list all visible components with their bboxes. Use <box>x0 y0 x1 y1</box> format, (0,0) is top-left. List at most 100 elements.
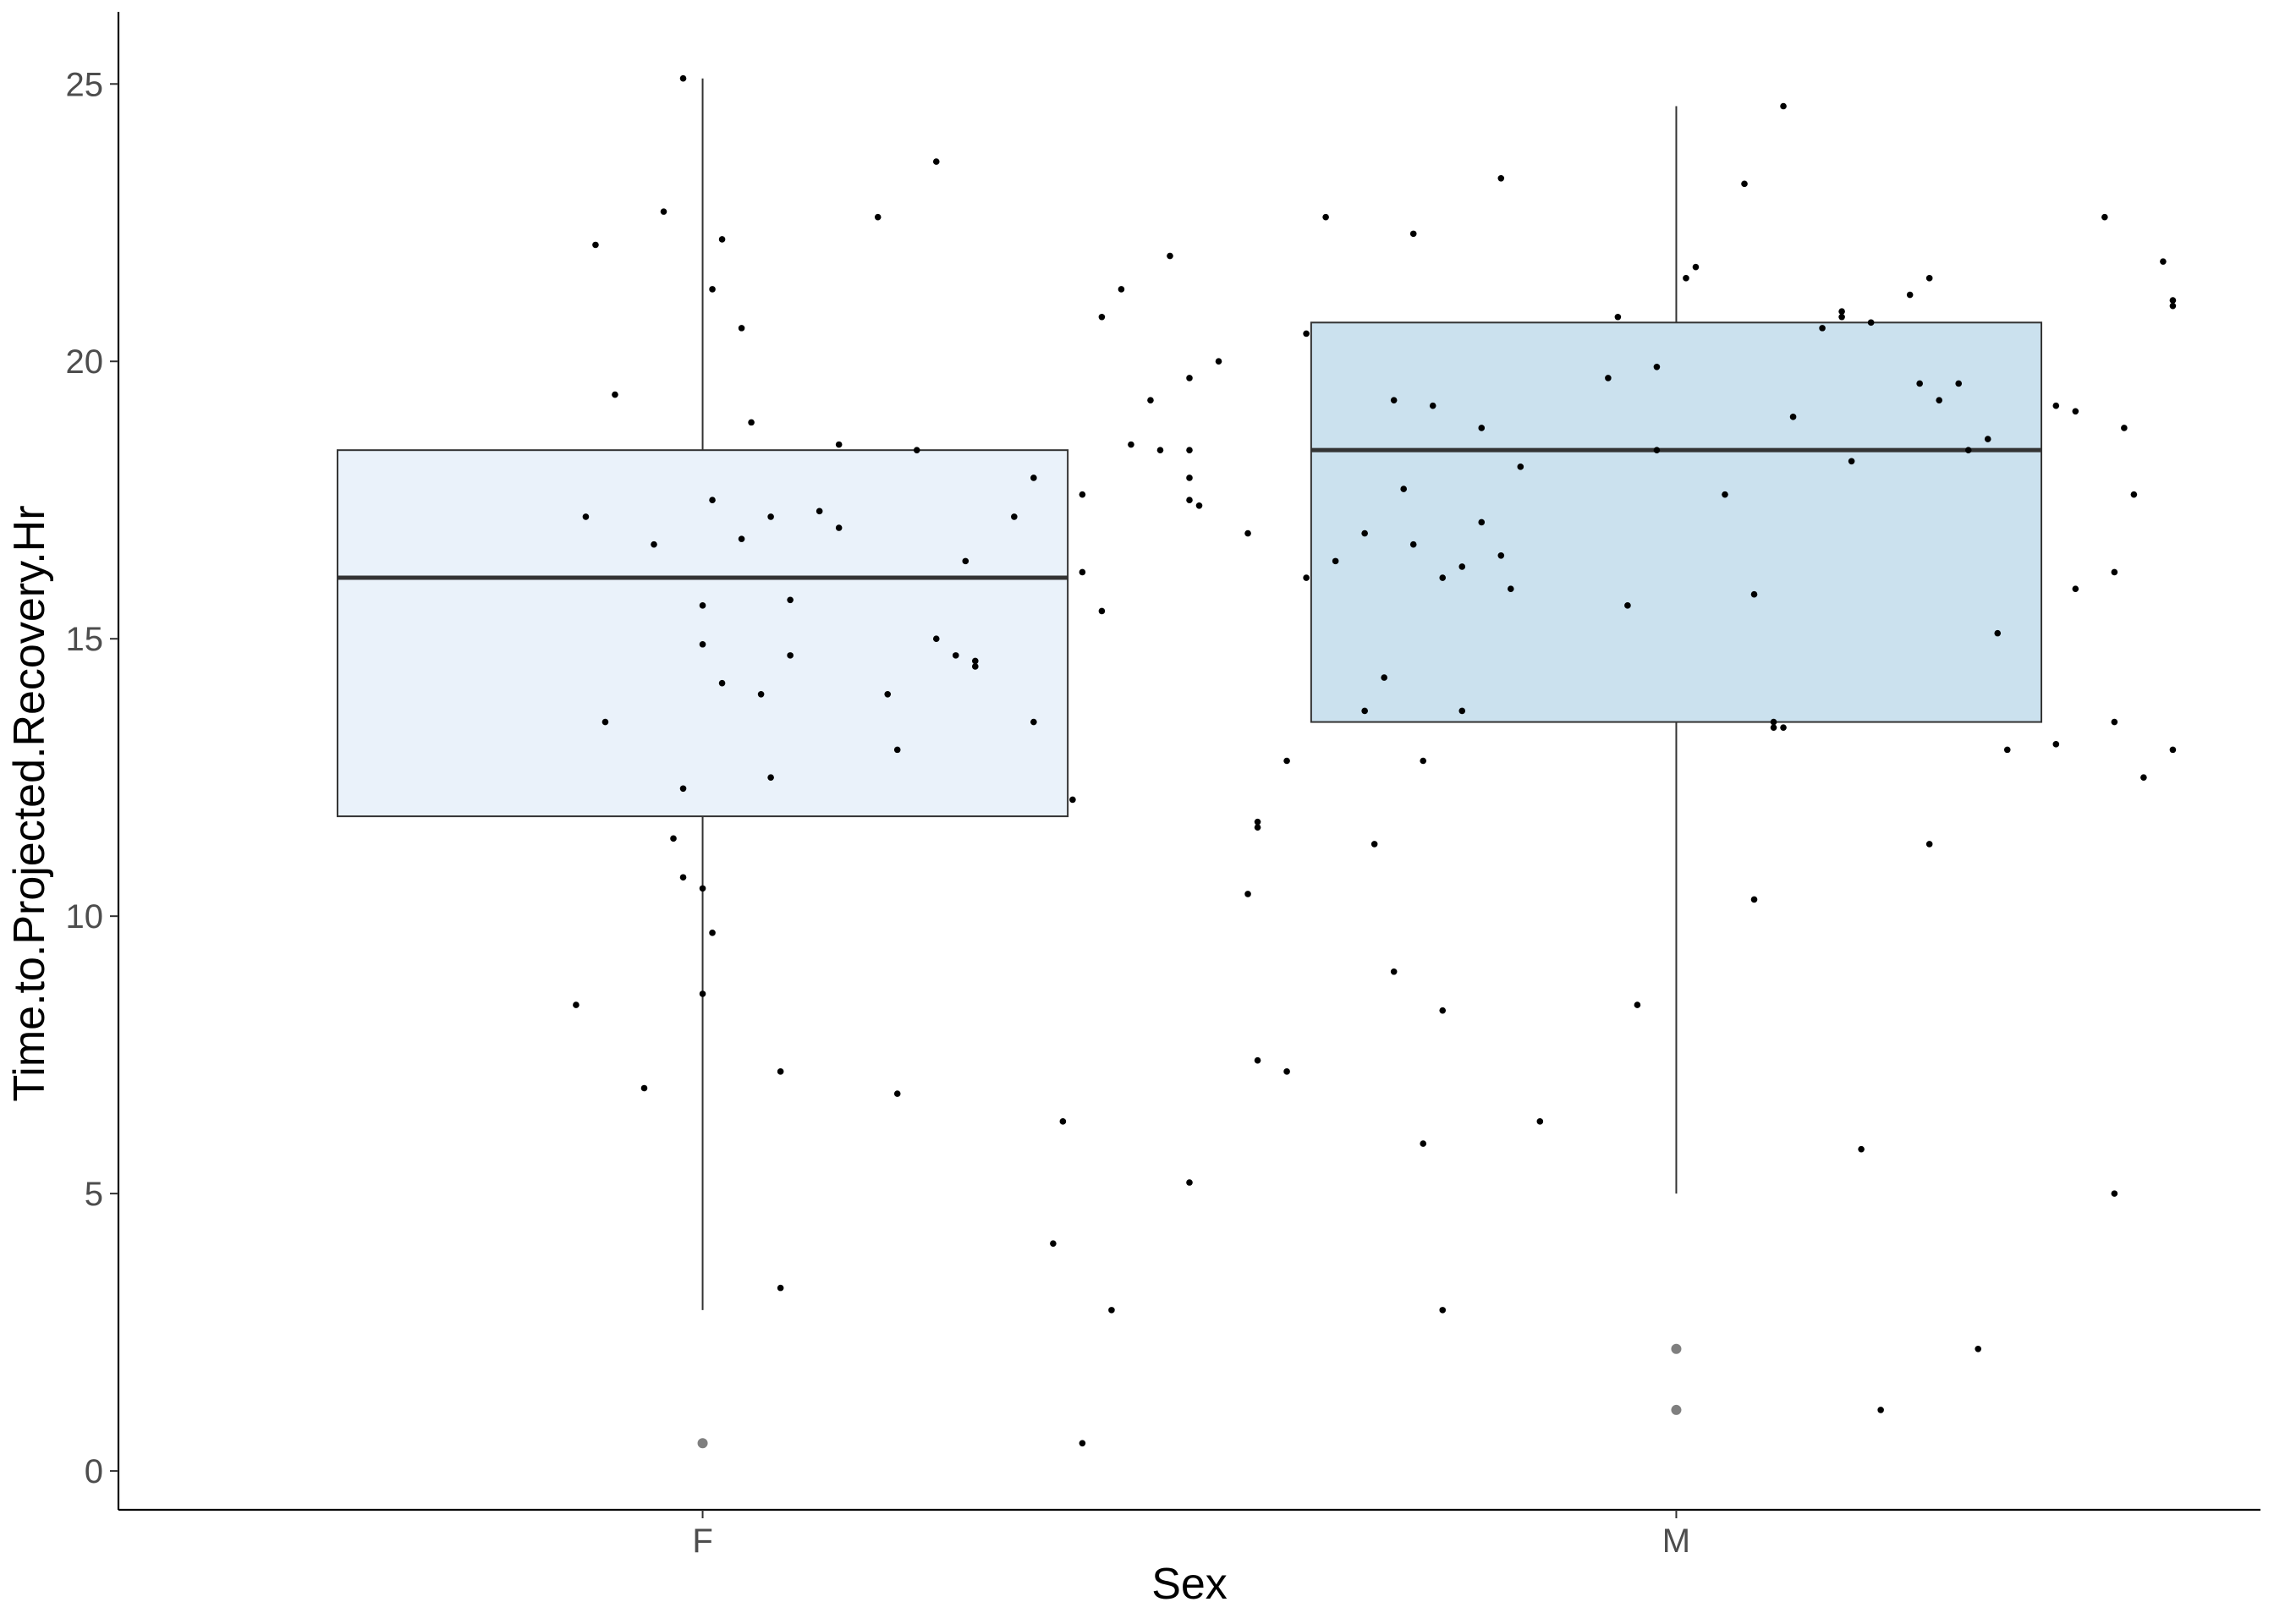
jitter-point-F-65 <box>1186 475 1193 481</box>
jitter-point-M-153 <box>2169 746 2177 754</box>
x-tick-label-F: F <box>692 1522 712 1560</box>
jitter-point-F-40 <box>932 635 940 642</box>
y-tick-label-25: 25 <box>66 66 104 103</box>
x-axis-title: Sex <box>1151 1560 1228 1609</box>
jitter-point-F-32 <box>835 441 843 448</box>
jitter-point-M-142 <box>2072 585 2079 592</box>
jitter-point-F-96 <box>1439 1307 1447 1314</box>
jitter-point-F-70 <box>1254 818 1261 826</box>
box-group-F <box>336 78 1069 1449</box>
jitter-point-F-55 <box>1108 1307 1115 1314</box>
jitter-point-F-58 <box>1147 397 1154 403</box>
jitter-point-F-35 <box>884 690 892 698</box>
jitter-point-M-146 <box>2111 1190 2118 1197</box>
jitter-point-F-45 <box>1011 513 1018 520</box>
jitter-point-F-30 <box>787 652 794 659</box>
y-axis-title: Time.to.Projected.Recovery.Hr <box>5 505 54 1101</box>
jitter-point-M-150 <box>2160 258 2167 265</box>
jitter-point-F-74 <box>1283 757 1290 765</box>
jitter-point-M-133 <box>1955 380 1963 387</box>
jitter-point-F-14 <box>699 885 706 892</box>
jitter-point-F-42 <box>952 652 959 659</box>
jitter-point-F-2 <box>582 513 590 520</box>
y-tick-label-10: 10 <box>66 898 104 935</box>
jitter-point-M-149 <box>2140 774 2147 781</box>
jitter-point-F-90 <box>1429 402 1436 409</box>
y-tick-label-0: 0 <box>85 1453 103 1490</box>
jitter-point-F-81 <box>1370 841 1378 848</box>
jitter-point-M-117 <box>1770 718 1777 726</box>
jitter-point-M-151 <box>2169 297 2177 304</box>
jitter-point-M-109 <box>1653 447 1661 453</box>
jitter-point-M-122 <box>1838 313 1845 321</box>
jitter-point-M-102 <box>1517 464 1524 470</box>
jitter-point-M-123 <box>1838 308 1845 315</box>
jitter-point-M-108 <box>1653 363 1661 370</box>
jitter-point-M-125 <box>1858 1145 1865 1153</box>
jitter-point-F-38 <box>913 447 920 453</box>
jitter-point-M-144 <box>2111 568 2118 576</box>
jitter-point-F-53 <box>1098 607 1106 615</box>
box-F <box>336 449 1069 818</box>
jitter-point-F-80 <box>1361 707 1368 715</box>
jitter-point-M-118 <box>1780 724 1787 731</box>
jitter-point-F-24 <box>757 690 765 698</box>
jitter-point-F-12 <box>699 602 706 609</box>
jitter-point-F-10 <box>679 874 687 881</box>
jitter-point-M-105 <box>1614 313 1622 321</box>
outlier-point-M-0 <box>1671 1343 1682 1354</box>
jitter-point-M-126 <box>1867 319 1875 326</box>
jitter-point-F-4 <box>612 391 618 398</box>
jitter-point-F-29 <box>787 596 794 604</box>
jitter-point-F-60 <box>1167 252 1173 260</box>
jitter-point-F-86 <box>1409 540 1417 548</box>
outlier-point-M-1 <box>1671 1404 1682 1415</box>
jitter-point-M-120 <box>1789 414 1797 420</box>
axes-layer: 0 5 10 15 20 25 F M <box>66 12 2260 1560</box>
jitter-point-F-1 <box>601 718 609 726</box>
jitter-point-M-106 <box>1624 602 1631 609</box>
jitter-point-F-18 <box>718 679 726 687</box>
jitter-point-F-47 <box>1030 718 1037 726</box>
jitter-point-F-79 <box>1361 529 1368 537</box>
jitter-point-F-28 <box>777 1284 784 1292</box>
jitter-point-F-76 <box>1303 574 1310 581</box>
jitter-point-M-121 <box>1819 325 1826 332</box>
jitter-point-F-39 <box>932 158 940 165</box>
outlier-point-F-0 <box>697 1438 708 1449</box>
points-layer <box>573 74 2177 1447</box>
box-group-M <box>1310 106 2043 1415</box>
jitter-point-F-7 <box>679 74 687 82</box>
jitter-point-F-33 <box>835 524 843 531</box>
jitter-point-F-31 <box>816 508 823 515</box>
jitter-point-F-69 <box>1244 891 1251 897</box>
jitter-point-F-68 <box>1244 529 1251 537</box>
jitter-point-M-129 <box>1916 380 1923 387</box>
jitter-point-F-0 <box>592 241 599 249</box>
jitter-point-M-131 <box>1925 841 1933 848</box>
jitter-point-M-116 <box>1770 724 1777 731</box>
jitter-point-F-75 <box>1303 330 1310 337</box>
jitter-point-F-63 <box>1186 447 1193 453</box>
jitter-point-F-72 <box>1254 1056 1261 1064</box>
jitter-point-F-41 <box>962 557 969 565</box>
jitter-point-M-138 <box>2003 746 2011 754</box>
jitter-point-F-82 <box>1381 674 1387 681</box>
jitter-point-F-22 <box>738 535 745 542</box>
jitter-point-F-84 <box>1390 968 1398 975</box>
jitter-point-F-59 <box>1156 447 1164 453</box>
jitter-point-F-52 <box>1079 568 1086 576</box>
jitter-point-F-27 <box>777 1068 784 1075</box>
jitter-point-F-73 <box>1283 1068 1290 1075</box>
jitter-point-F-23 <box>748 419 755 426</box>
jitter-point-F-21 <box>738 325 745 332</box>
jitter-point-F-25 <box>767 774 774 781</box>
jitter-point-F-49 <box>1050 1240 1057 1247</box>
jitter-point-F-92 <box>1439 1007 1447 1014</box>
jitter-point-M-145 <box>2111 718 2118 726</box>
jitter-point-F-51 <box>1079 491 1086 498</box>
y-tick-label-20: 20 <box>66 343 104 381</box>
jitter-point-F-15 <box>709 286 716 293</box>
